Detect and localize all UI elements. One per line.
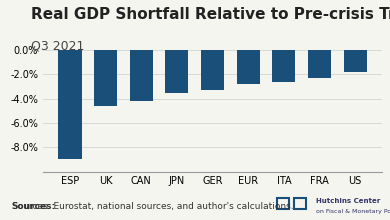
Bar xyxy=(129,50,153,101)
Bar xyxy=(165,50,188,93)
Text: Hutchins Center: Hutchins Center xyxy=(316,198,380,204)
Bar xyxy=(272,50,296,82)
Bar xyxy=(344,50,367,72)
Text: Sources:: Sources: xyxy=(12,202,56,211)
Text: Real GDP Shortfall Relative to Pre-crisis Trend: Real GDP Shortfall Relative to Pre-crisi… xyxy=(31,7,390,22)
Bar xyxy=(308,50,331,78)
Bar xyxy=(58,50,82,160)
Text: Sources: Eurostat, national sources, and author's calculations.: Sources: Eurostat, national sources, and… xyxy=(12,202,293,211)
Text: on Fiscal & Monetary Policy: on Fiscal & Monetary Policy xyxy=(316,209,390,214)
Bar xyxy=(201,50,224,90)
Bar xyxy=(94,50,117,106)
Text: Q3 2021: Q3 2021 xyxy=(31,40,85,53)
Bar xyxy=(237,50,260,84)
